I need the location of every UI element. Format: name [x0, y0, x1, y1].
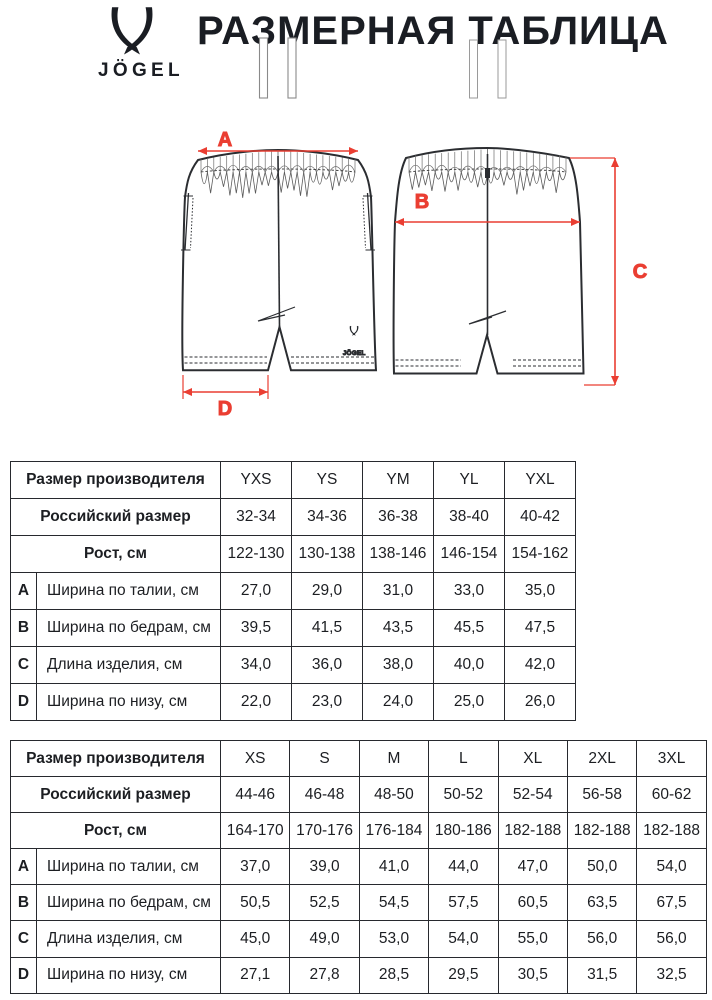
svg-text:C: C: [633, 261, 647, 283]
svg-text:JÖGEL: JÖGEL: [343, 348, 366, 357]
svg-text:A: A: [218, 129, 232, 151]
svg-text:D: D: [218, 398, 232, 420]
svg-text:B: B: [415, 191, 429, 213]
